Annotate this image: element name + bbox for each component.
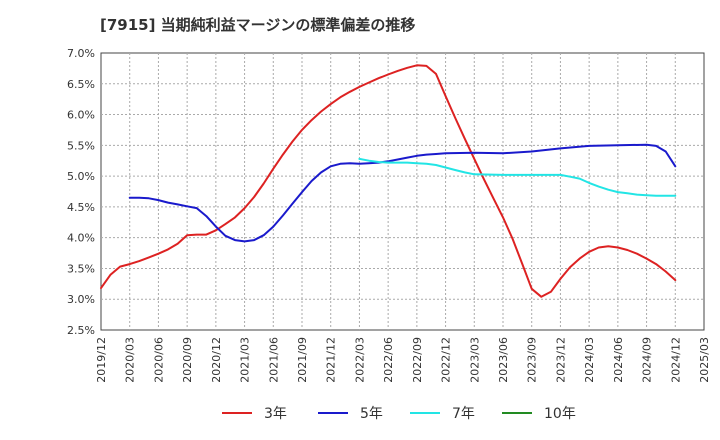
x-tick-label: 2024/03 (583, 337, 596, 383)
legend-label-3年: 3年 (264, 406, 287, 422)
x-tick-label: 2020/09 (181, 337, 194, 383)
y-tick-label: 6.0% (67, 109, 95, 122)
x-tick-label: 2022/09 (411, 337, 424, 383)
x-tick-label: 2021/03 (239, 337, 252, 383)
legend-label-5年: 5年 (360, 406, 383, 422)
y-tick-label: 3.0% (67, 293, 95, 306)
x-axis-ticks: 2019/12 2020/03 2020/06 2020/09 2020/12 2021/… (95, 337, 711, 383)
legend-label-10年: 10年 (544, 406, 576, 422)
y-tick-label: 6.5% (67, 78, 95, 91)
y-tick-label: 5.5% (67, 139, 95, 152)
y-tick-label: 5.0% (67, 170, 95, 183)
x-tick-label: 2022/03 (353, 337, 366, 383)
series-line-7年 (358, 157, 677, 197)
x-tick-label: 2023/03 (468, 337, 481, 383)
y-tick-label: 2.5% (67, 324, 95, 337)
x-tick-label: 2024/06 (612, 337, 625, 383)
x-tick-label: 2020/03 (124, 337, 137, 383)
x-tick-label: 2025/03 (698, 337, 711, 383)
x-tick-label: 2021/09 (296, 337, 309, 383)
series-line-3年 (100, 64, 677, 298)
x-tick-label: 2020/06 (152, 337, 165, 383)
chart-title: [7915] 当期純利益マージンの標準偏差の推移 (100, 16, 416, 34)
x-tick-label: 2024/12 (669, 337, 682, 383)
x-tick-label: 2019/12 (95, 337, 108, 383)
x-tick-label: 2024/09 (641, 337, 654, 383)
x-tick-label: 2023/06 (497, 337, 510, 383)
x-tick-label: 2021/12 (325, 337, 338, 383)
series-lines (100, 64, 677, 298)
legend: 3年 5年 7年 10年 (222, 406, 576, 422)
x-tick-label: 2022/12 (440, 337, 453, 383)
y-tick-label: 7.0% (67, 47, 95, 60)
y-tick-label: 3.5% (67, 262, 95, 275)
y-tick-label: 4.0% (67, 232, 95, 245)
x-tick-label: 2020/12 (210, 337, 223, 383)
series-line-5年 (128, 143, 677, 243)
x-tick-label: 2023/09 (526, 337, 539, 383)
grid-lines (101, 53, 704, 330)
y-tick-label: 4.5% (67, 201, 95, 214)
x-tick-label: 2021/06 (267, 337, 280, 383)
legend-label-7年: 7年 (452, 406, 475, 422)
x-tick-label: 2022/06 (382, 337, 395, 383)
plot-area (100, 52, 705, 331)
y-axis-ticks: 2.5% 3.0% 3.5% 4.0% 4.5% 5.0% 5.5% 6.0% 6.5% 7.0% (67, 47, 95, 337)
x-tick-label: 2023/12 (554, 337, 567, 383)
